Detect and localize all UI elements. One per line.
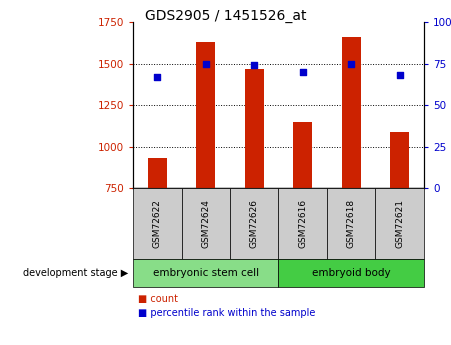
Point [251, 63, 258, 68]
Point [348, 61, 355, 67]
Text: GDS2905 / 1451526_at: GDS2905 / 1451526_at [145, 9, 306, 23]
Bar [390, 132, 410, 188]
Point [396, 73, 403, 78]
Bar [244, 69, 264, 188]
Text: development stage ▶: development stage ▶ [23, 268, 129, 278]
Text: embryoid body: embryoid body [312, 268, 391, 278]
Text: GSM72626: GSM72626 [250, 199, 259, 248]
Text: ■ count: ■ count [138, 294, 178, 304]
Bar [293, 122, 313, 188]
Bar [341, 37, 361, 188]
Text: embryonic stem cell: embryonic stem cell [153, 268, 259, 278]
Point [202, 61, 209, 67]
Bar [147, 158, 167, 188]
Point [154, 74, 161, 80]
Text: GSM72616: GSM72616 [298, 199, 307, 248]
Text: ■ percentile rank within the sample: ■ percentile rank within the sample [138, 308, 315, 318]
Bar [196, 42, 216, 188]
Text: GSM72622: GSM72622 [153, 199, 162, 248]
Point [299, 69, 306, 75]
Text: GSM72618: GSM72618 [347, 199, 356, 248]
Text: GSM72624: GSM72624 [201, 199, 210, 248]
Text: GSM72621: GSM72621 [395, 199, 404, 248]
